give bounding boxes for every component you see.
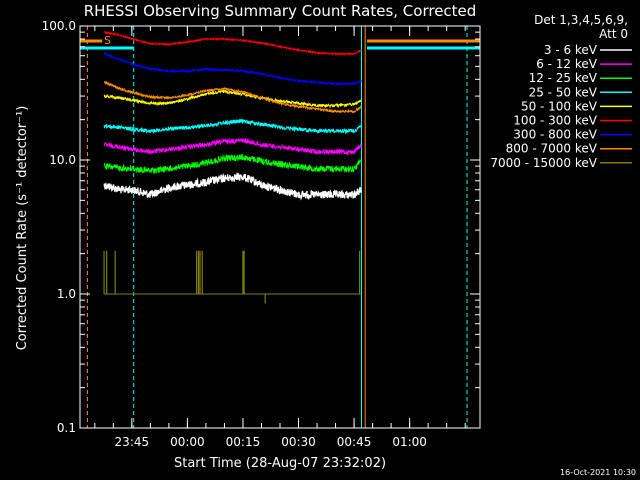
x-axis-label: Start Time (28-Aug-07 23:32:02)	[174, 456, 386, 471]
y-tick-label: 10.0	[49, 153, 76, 167]
y-tick-label: 1.0	[57, 287, 76, 301]
x-tick-label: 01:00	[392, 435, 427, 449]
x-tick-label: 00:15	[226, 435, 261, 449]
series-line-5	[103, 89, 362, 109]
y-tick-label: 0.1	[57, 421, 76, 435]
series-line-6	[103, 30, 362, 57]
date-stamp: 16-Oct-2021 10:30	[560, 468, 636, 477]
legend-label-6: 100 - 300 keV	[513, 114, 597, 128]
legend-label-3: 12 - 25 keV	[529, 71, 598, 85]
legend-label-1: 3 - 6 keV	[544, 43, 598, 57]
legend-label-2: 6 - 12 keV	[536, 57, 598, 71]
legend-label-9: 7000 - 15000 keV	[490, 156, 597, 170]
legend-label-7: 300 - 800 keV	[513, 128, 597, 142]
series-line-3	[103, 153, 362, 174]
series-line-7	[103, 51, 362, 87]
legend-label-8: 800 - 7000 keV	[506, 142, 598, 156]
series-line-2	[103, 137, 362, 156]
x-tick-label: 00:30	[281, 435, 316, 449]
series-line-4	[103, 118, 362, 135]
legend-header-line1: Det 1,3,4,5,6,9,	[534, 13, 628, 27]
x-tick-label: 23:45	[115, 435, 150, 449]
x-tick-label: 00:00	[170, 435, 205, 449]
plot-frame	[79, 25, 481, 429]
chart-title: RHESSI Observing Summary Count Rates, Co…	[84, 2, 477, 20]
legend-label-4: 25 - 50 keV	[529, 85, 598, 99]
x-tick-label: 00:45	[337, 435, 372, 449]
y-axis-label: Corrected Count Rate (s⁻¹ detector⁻¹)	[15, 106, 30, 351]
y-tick-label: 100.0	[42, 19, 76, 33]
legend-header-line2: Att 0	[599, 27, 628, 41]
legend-label-5: 50 - 100 keV	[521, 99, 598, 113]
series-line-8	[103, 80, 362, 114]
series-line-1	[103, 171, 362, 201]
s-marker: S	[104, 34, 111, 47]
